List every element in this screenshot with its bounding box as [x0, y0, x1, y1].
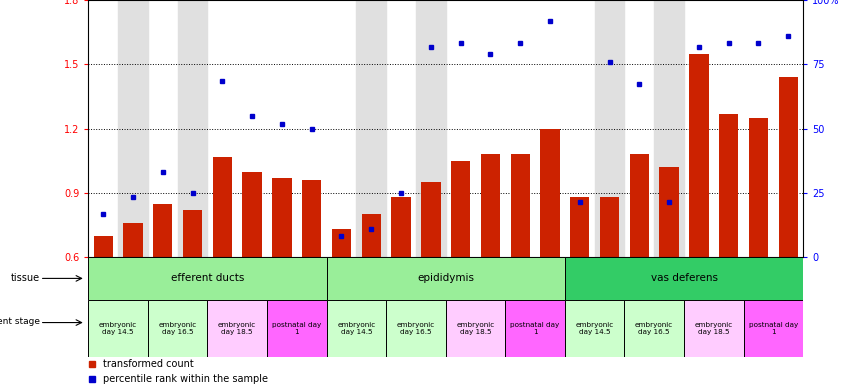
Text: vas deferens: vas deferens: [650, 273, 717, 283]
Bar: [213, 157, 232, 257]
Text: embryonic
day 14.5: embryonic day 14.5: [99, 322, 137, 335]
Bar: [88, 257, 326, 300]
Text: embryonic
day 14.5: embryonic day 14.5: [337, 322, 375, 335]
Bar: [326, 257, 565, 300]
Bar: [148, 300, 208, 357]
Bar: [208, 300, 267, 357]
Text: development stage: development stage: [0, 317, 40, 326]
Bar: [421, 182, 441, 257]
Bar: [600, 197, 619, 257]
Text: embryonic
day 16.5: embryonic day 16.5: [635, 322, 674, 335]
Bar: [654, 0, 684, 257]
Bar: [386, 300, 446, 357]
Bar: [362, 214, 381, 257]
Bar: [332, 229, 352, 257]
Text: efferent ducts: efferent ducts: [171, 273, 244, 283]
Bar: [177, 0, 208, 257]
Bar: [451, 161, 470, 257]
Text: embryonic
day 16.5: embryonic day 16.5: [159, 322, 197, 335]
Bar: [743, 300, 803, 357]
Bar: [124, 223, 143, 257]
Text: embryonic
day 18.5: embryonic day 18.5: [457, 322, 495, 335]
Text: postnatal day
1: postnatal day 1: [272, 322, 321, 335]
Bar: [779, 77, 798, 257]
Bar: [481, 154, 500, 257]
Bar: [595, 0, 624, 257]
Bar: [302, 180, 321, 257]
Bar: [242, 172, 262, 257]
Text: embryonic
day 18.5: embryonic day 18.5: [218, 322, 257, 335]
Text: epididymis: epididymis: [417, 273, 474, 283]
Bar: [624, 300, 684, 357]
Bar: [690, 54, 709, 257]
Text: embryonic
day 16.5: embryonic day 16.5: [397, 322, 435, 335]
Text: embryonic
day 18.5: embryonic day 18.5: [695, 322, 733, 335]
Bar: [505, 300, 565, 357]
Bar: [719, 114, 738, 257]
Bar: [118, 0, 148, 257]
Bar: [416, 0, 446, 257]
Bar: [510, 154, 530, 257]
Text: tissue: tissue: [11, 273, 40, 283]
Bar: [446, 300, 505, 357]
Bar: [357, 0, 386, 257]
Bar: [267, 300, 326, 357]
Bar: [684, 300, 743, 357]
Bar: [182, 210, 202, 257]
Bar: [570, 197, 590, 257]
Bar: [391, 197, 410, 257]
Text: postnatal day
1: postnatal day 1: [510, 322, 560, 335]
Bar: [326, 300, 386, 357]
Bar: [272, 178, 292, 257]
Text: postnatal day
1: postnatal day 1: [748, 322, 798, 335]
Bar: [748, 118, 768, 257]
Text: embryonic
day 14.5: embryonic day 14.5: [575, 322, 614, 335]
Bar: [630, 154, 649, 257]
Bar: [540, 129, 559, 257]
Bar: [659, 167, 679, 257]
Bar: [153, 204, 172, 257]
Text: percentile rank within the sample: percentile rank within the sample: [103, 374, 267, 384]
Text: transformed count: transformed count: [103, 359, 193, 369]
Bar: [88, 300, 148, 357]
Bar: [565, 300, 624, 357]
Bar: [93, 236, 113, 257]
Bar: [565, 257, 803, 300]
